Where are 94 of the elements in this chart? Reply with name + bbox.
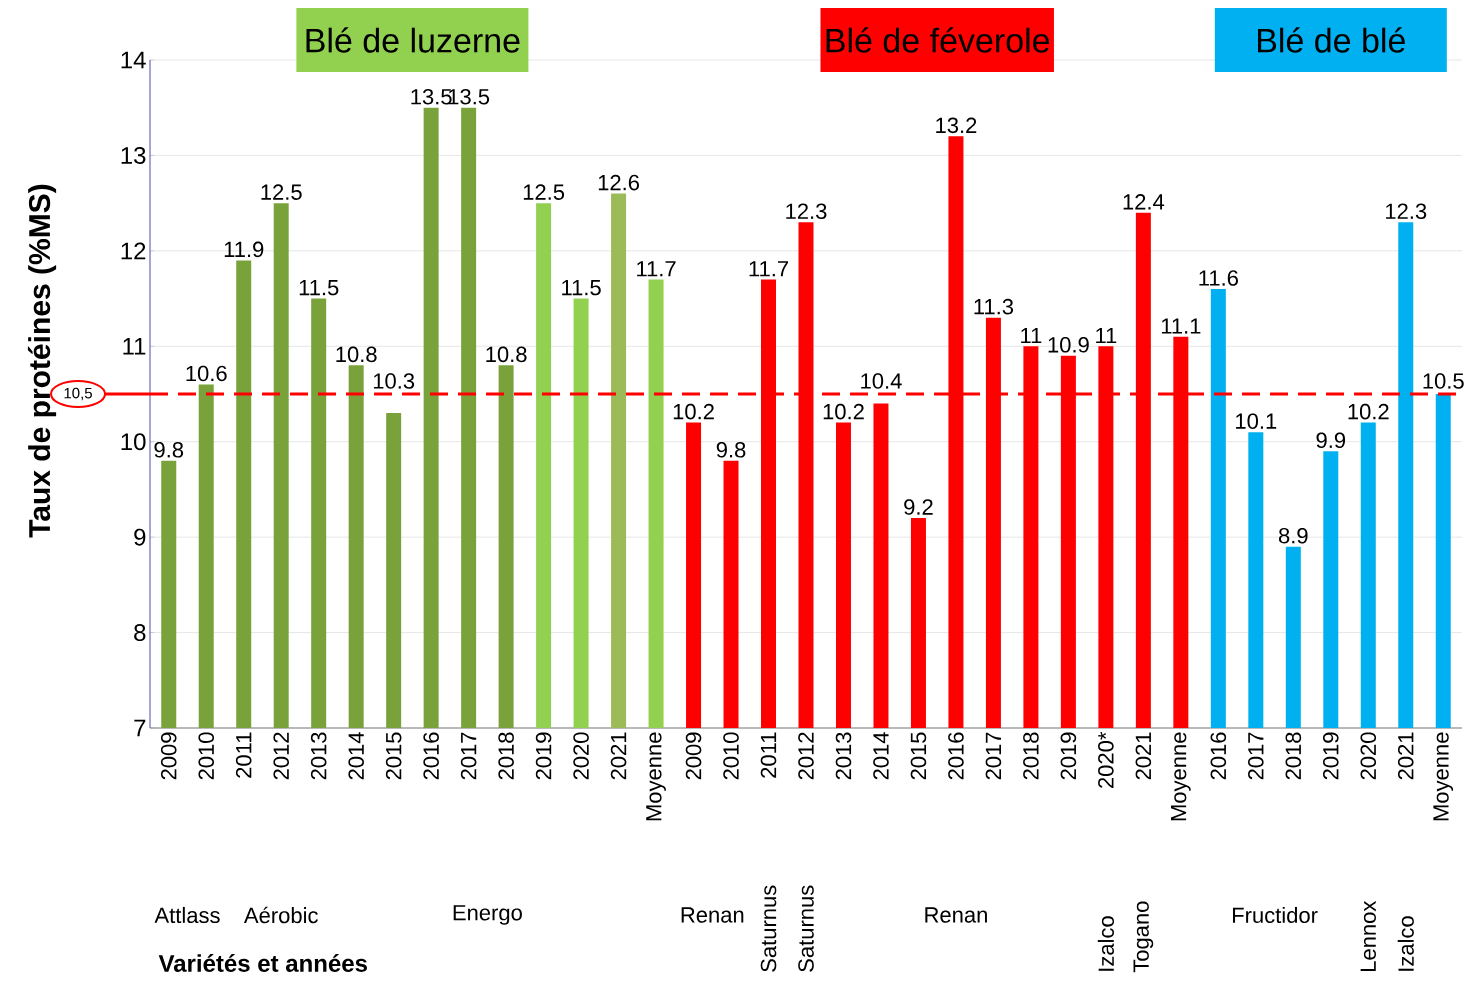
x-tick-label: 2020 <box>573 732 589 780</box>
data-label: 10.5 <box>1423 373 1464 389</box>
x-tick-label: Moyenne <box>646 732 666 821</box>
data-label: 11 <box>1021 327 1042 344</box>
data-label: 9.8 <box>716 442 746 458</box>
data-label: 10.3 <box>373 373 415 389</box>
data-label: 8.9 <box>1278 527 1308 544</box>
data-label: 10.2 <box>673 403 714 420</box>
text: Blé de blé <box>1258 27 1405 53</box>
data-label: 12.4 <box>1123 194 1165 210</box>
x-tick-label: 2019 <box>535 732 552 780</box>
x-tick-label: 2017 <box>985 732 1002 780</box>
text: Energo <box>453 905 522 925</box>
data-label: 12.6 <box>598 174 640 191</box>
text: Blé de féverole <box>826 27 1050 53</box>
x-tick-label: 2020 <box>1360 732 1377 780</box>
y-tick-label: 13 <box>121 146 146 164</box>
text: Izalco <box>1397 916 1414 971</box>
x-tick-label: 2019 <box>1322 732 1339 780</box>
x-tick-label: 2013 <box>310 732 327 780</box>
x-tick-label: 2014 <box>873 732 889 780</box>
x-tick-label: 2021 <box>1135 732 1152 780</box>
data-label: 10.9 <box>1048 337 1089 353</box>
text: Attlass <box>154 906 220 924</box>
y-tick-label: 9 <box>134 528 146 546</box>
data-label: 10.4 <box>861 373 902 389</box>
y-tick-label: 11 <box>123 338 146 355</box>
data-label: 10.6 <box>186 365 227 382</box>
x-tick-label: 2017 <box>1248 732 1264 780</box>
data-label: 11.7 <box>637 261 676 277</box>
data-label: 11.5 <box>299 280 339 296</box>
ref-line-label: 10,5 <box>64 387 92 401</box>
text: Saturnus <box>760 885 777 972</box>
data-label: 10.8 <box>336 346 377 363</box>
x-tick-label: 2018 <box>1023 732 1039 780</box>
x-tick-label: 2010 <box>198 732 215 780</box>
x-tick-label: 2019 <box>1060 732 1077 780</box>
x-tick-label: 2018 <box>498 732 514 780</box>
data-label: 9.2 <box>904 499 933 515</box>
x-tick-label: 2020* <box>1098 731 1114 788</box>
text: Togano <box>1133 901 1154 973</box>
text: Izalco <box>1097 916 1114 971</box>
x-tick-label: 2015 <box>910 732 927 780</box>
text: Renan <box>925 907 987 923</box>
data-label: 10.1 <box>1236 413 1277 429</box>
text: Fructidor <box>1232 906 1318 924</box>
data-label: 11.9 <box>224 241 264 258</box>
data-label: 11.6 <box>1199 270 1238 286</box>
data-label: 11.1 <box>1161 318 1201 334</box>
x-tick-label: 2016 <box>948 732 964 780</box>
x-tick-label: Moyenne <box>1433 732 1454 821</box>
x-tick-label: 2011 <box>760 732 777 778</box>
text: Saturnus <box>798 885 814 972</box>
y-axis-title: Taux de protéines (%MS) <box>27 184 57 538</box>
data-label: 11.5 <box>562 280 601 296</box>
x-tick-label: 2021 <box>610 732 627 780</box>
data-label: 9.9 <box>1316 432 1346 449</box>
text: Blé de luzerne <box>306 27 520 53</box>
data-label: 12.3 <box>1386 203 1427 220</box>
x-tick-label: 2011 <box>235 732 252 778</box>
text: Aérobic <box>243 906 318 924</box>
x-tick-label: 2012 <box>273 732 289 780</box>
y-tick-label: 10 <box>121 433 146 451</box>
data-label: 10.2 <box>823 403 864 420</box>
data-label: 12.3 <box>786 203 827 220</box>
y-tick-label: 14 <box>121 51 146 69</box>
x-tick-label: 2018 <box>1285 732 1302 780</box>
data-label: 12.5 <box>523 184 565 200</box>
data-label: 11.7 <box>749 261 788 277</box>
x-tick-label: 2009 <box>160 732 177 780</box>
x-tick-label: Moyenne <box>1171 732 1191 821</box>
x-tick-label: 2017 <box>460 732 477 780</box>
x-tick-label: 2016 <box>1210 732 1227 780</box>
y-tick-label: 12 <box>121 242 146 260</box>
data-label: 12.5 <box>261 184 302 200</box>
data-label: 11.3 <box>974 298 1014 315</box>
x-tick-label: 2012 <box>798 732 814 780</box>
x-tick-label: 2015 <box>385 732 402 780</box>
text: Lennox <box>1360 900 1376 971</box>
text: Variétés et années <box>158 954 367 972</box>
x-tick-label: 2010 <box>723 732 739 780</box>
y-tick-label: 8 <box>134 624 146 642</box>
x-tick-label: 2013 <box>835 732 852 780</box>
x-tick-label: 2021 <box>1397 732 1414 780</box>
text: Renan <box>681 907 744 923</box>
x-tick-label: 2014 <box>348 732 364 780</box>
y-tick-label: 7 <box>134 719 146 737</box>
data-label: 13.2 <box>936 117 977 134</box>
x-tick-label: 2009 <box>685 732 702 780</box>
data-label: 10.8 <box>486 346 527 363</box>
x-tick-label: 2016 <box>423 732 439 780</box>
data-label: 9.8 <box>154 442 184 458</box>
data-label: 10.2 <box>1348 403 1389 420</box>
data-label: 11 <box>1096 327 1117 344</box>
